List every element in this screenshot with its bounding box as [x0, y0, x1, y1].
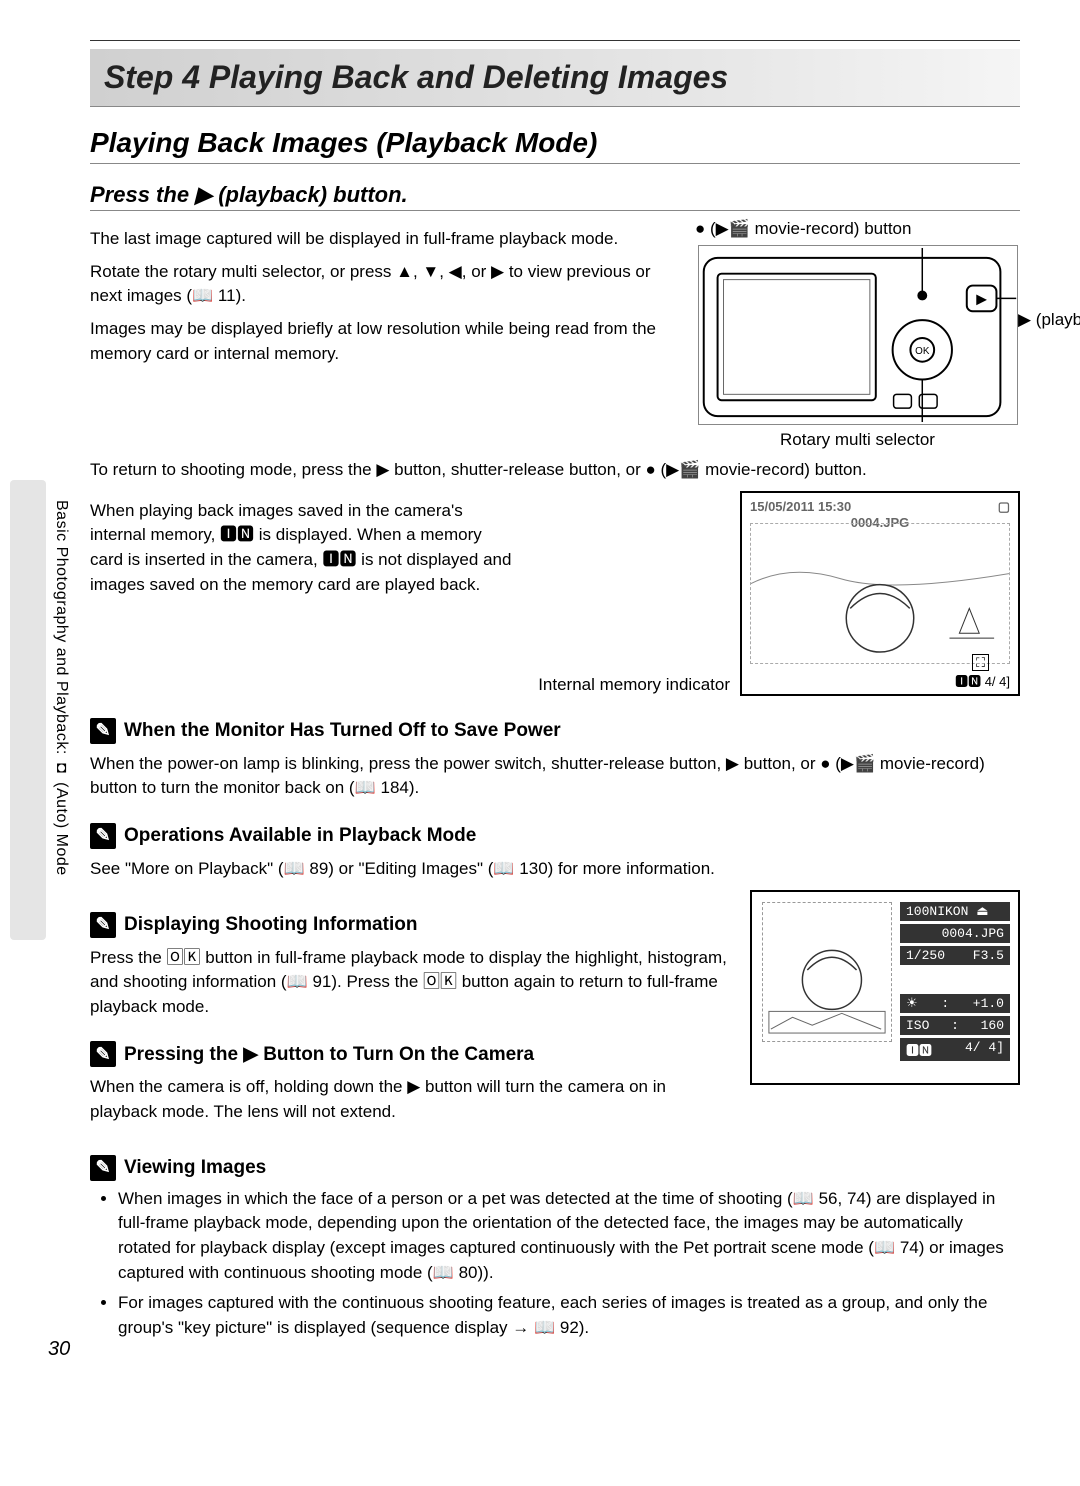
rotary-selector-label: Rotary multi selector	[695, 430, 1020, 450]
info-in-icon: 🅸🅽	[906, 1040, 932, 1059]
note-icon: ✎	[90, 718, 116, 744]
info-ev: +1.0	[973, 996, 1004, 1011]
paragraph: Images may be displayed briefly at low r…	[90, 317, 675, 366]
info-filename: 0004.JPG	[942, 926, 1004, 941]
bullet-item: When images in which the face of a perso…	[118, 1187, 1020, 1286]
info-aperture: F3.5	[973, 948, 1004, 963]
internal-memory-indicator-label: Internal memory indicator	[538, 674, 730, 696]
camera-back-diagram: OK ▶	[698, 245, 1018, 425]
note-title: Viewing Images	[124, 1157, 266, 1179]
svg-text:OK: OK	[915, 346, 930, 357]
lcd-datetime: 15/05/2011 15:30	[750, 499, 851, 515]
note-title: Displaying Shooting Information	[124, 914, 417, 936]
info-ev-icon: ☀	[906, 996, 918, 1011]
movie-record-button-label: ● (▶🎬 movie-record) button	[695, 219, 1020, 239]
paragraph: Rotate the rotary multi selector, or pre…	[90, 260, 675, 309]
side-tab	[10, 480, 46, 940]
paragraph: The last image captured will be displaye…	[90, 227, 675, 252]
thumbnail-illustration	[762, 902, 892, 1042]
note-title: Operations Available in Playback Mode	[124, 825, 476, 847]
page-number: 30	[48, 1338, 70, 1361]
note-body: When the power-on lamp is blinking, pres…	[90, 752, 1020, 801]
section-heading: Playing Back Images (Playback Mode)	[90, 127, 1020, 164]
info-iso: 160	[981, 1018, 1004, 1033]
info-iso-label: ISO	[906, 1018, 929, 1033]
press-playback-heading: Press the ▶ (playback) button.	[90, 182, 1020, 211]
note-icon: ✎	[90, 823, 116, 849]
lcd-scene-illustration	[750, 523, 1010, 664]
note-body: Press the 🄾🄺 button in full-frame playba…	[90, 946, 730, 1020]
note-icon: ✎	[90, 912, 116, 938]
top-rule	[90, 40, 1020, 41]
info-counter: 4/ 4]	[965, 1040, 1004, 1059]
shooting-info-screenshot: 100NIKON ⏏ 0004.JPG 1/250F3.5 ☀:+1.0 ISO…	[750, 890, 1020, 1085]
lcd-counter: 4/ 4]	[985, 674, 1010, 689]
battery-icon: ▢	[998, 499, 1010, 515]
note-icon: ✎	[90, 1041, 116, 1067]
side-section-label: Basic Photography and Playback: ◘ (Auto)…	[52, 500, 70, 876]
note-title: When the Monitor Has Turned Off to Save …	[124, 720, 561, 742]
svg-text:▶: ▶	[976, 290, 987, 306]
zoom-icon: ⛶	[972, 654, 989, 671]
paragraph: To return to shooting mode, press the ▶ …	[90, 458, 1020, 483]
internal-memory-icon: 🅸🅽	[955, 674, 981, 689]
bullet-item: For images captured with the continuous …	[118, 1291, 1020, 1340]
paragraph: When playing back images saved in the ca…	[90, 499, 518, 598]
note-icon: ✎	[90, 1155, 116, 1181]
note-body: See "More on Playback" (📖 89) or "Editin…	[90, 857, 1020, 882]
step-banner: Step 4 Playing Back and Deleting Images	[90, 49, 1020, 107]
lcd-playback-screenshot: 15/05/2011 15:30 ▢ 0004.JPG ⛶ 🅸🅽 4/ 4]	[740, 491, 1020, 696]
note-title: Pressing the ▶ Button to Turn On the Cam…	[124, 1043, 534, 1066]
info-shutter: 1/250	[906, 948, 945, 963]
info-folder: 100NIKON ⏏	[906, 904, 989, 919]
note-body: When the camera is off, holding down the…	[90, 1075, 730, 1124]
